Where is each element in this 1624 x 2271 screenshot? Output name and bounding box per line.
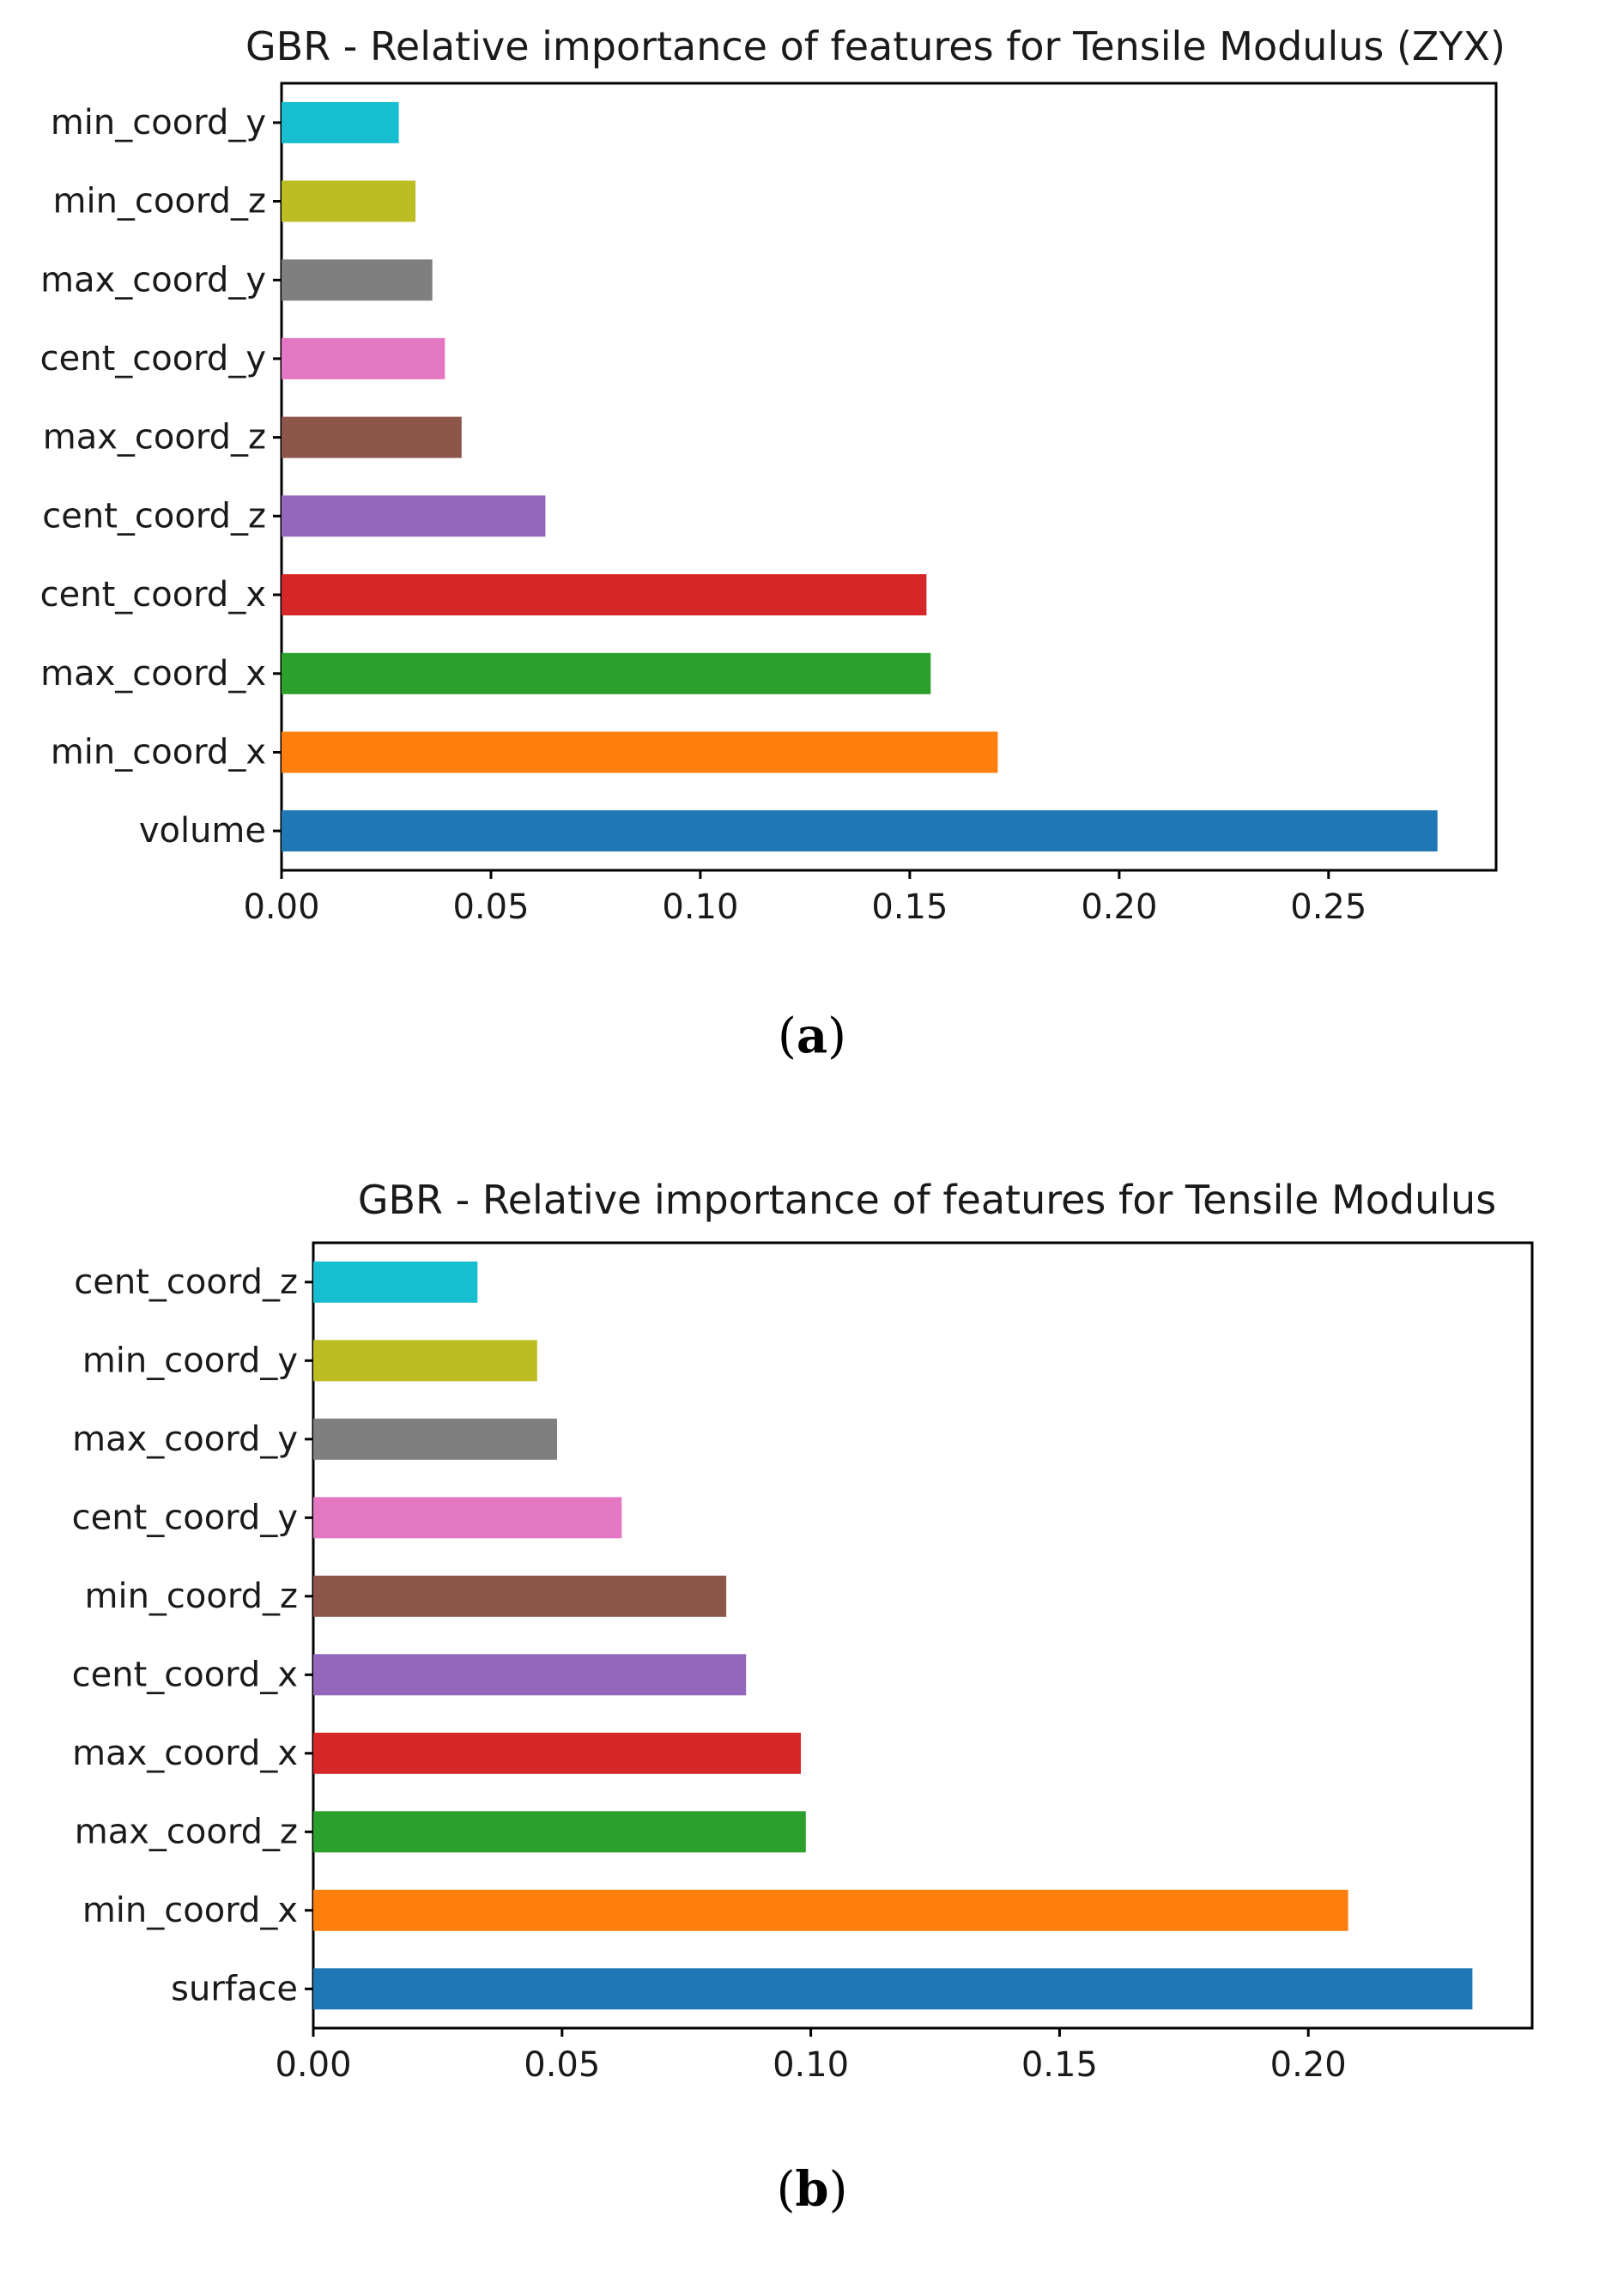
bar-a-min_coord_y — [282, 101, 399, 143]
y-tick-label-b-2: max_coord_z — [75, 1812, 298, 1851]
bar-b-cent_coord_z — [313, 1261, 478, 1303]
bar-b-min_coord_z — [313, 1575, 727, 1617]
x-tick-label-a-3: 0.15 — [871, 887, 948, 927]
chart-title-a: GBR - Relative importance of features fo… — [245, 23, 1506, 70]
plot-frame-a — [280, 82, 1498, 872]
bar-a-cent_coord_x — [282, 574, 927, 615]
panel-label-a: (a) — [778, 1008, 846, 1064]
y-tick-label-b-7: max_coord_y — [72, 1420, 298, 1459]
x-tick-label-b-3: 0.15 — [1021, 2045, 1098, 2085]
y-tick-label-a-7: max_coord_y — [40, 260, 266, 300]
bar-b-cent_coord_x — [313, 1654, 747, 1696]
y-tick-labels-b: surface min_coord_x max_coord_z max_coord_x… — [72, 1263, 313, 2008]
x-tick-label-b-2: 0.10 — [773, 2045, 849, 2085]
bar-b-min_coord_x — [313, 1889, 1348, 1931]
plot-frame-b — [312, 1241, 1534, 2030]
y-tick-label-a-0: volume — [139, 811, 266, 851]
bar-a-volume — [282, 810, 1438, 852]
y-tick-label-a-3: cent_coord_x — [40, 575, 266, 615]
y-tick-label-b-4: cent_coord_x — [72, 1655, 298, 1694]
y-tick-label-b-6: cent_coord_y — [72, 1498, 298, 1537]
y-tick-label-b-3: max_coord_x — [72, 1734, 298, 1773]
y-tick-label-a-5: max_coord_z — [43, 418, 266, 457]
x-tick-label-a-4: 0.20 — [1081, 887, 1157, 927]
x-ticks-a: 0.00 0.05 0.10 0.15 0.20 0.25 — [243, 870, 1366, 927]
bar-b-cent_coord_y — [313, 1497, 622, 1539]
x-tick-label-a-5: 0.25 — [1290, 887, 1366, 927]
x-tick-label-a-1: 0.05 — [452, 887, 529, 927]
bar-b-max_coord_x — [313, 1732, 801, 1774]
y-tick-label-a-6: cent_coord_y — [40, 339, 266, 378]
y-tick-label-b-1: min_coord_x — [82, 1891, 298, 1930]
y-tick-label-a-2: max_coord_x — [40, 654, 266, 693]
panel-label-letter-b: b — [795, 2161, 828, 2218]
y-tick-label-b-9: cent_coord_z — [74, 1263, 298, 1302]
bar-b-min_coord_y — [313, 1340, 537, 1382]
x-tick-label-a-2: 0.10 — [662, 887, 738, 927]
bar-a-cent_coord_z — [282, 495, 546, 537]
x-tick-label-b-4: 0.20 — [1270, 2045, 1347, 2085]
bar-group-a — [282, 101, 1438, 852]
chart-panel-b: GBR - Relative importance of features fo… — [72, 1177, 1534, 2218]
bar-b-max_coord_y — [313, 1418, 557, 1460]
x-tick-label-b-1: 0.05 — [524, 2045, 600, 2085]
bar-a-min_coord_z — [282, 180, 416, 222]
bar-b-surface — [313, 1968, 1473, 2010]
y-tick-label-a-9: min_coord_y — [51, 103, 266, 142]
y-tick-labels-a: volume min_coord_x max_coord_x cent_coord_x… — [40, 103, 282, 851]
y-tick-label-a-4: cent_coord_z — [42, 496, 266, 536]
chart-panel-a: GBR - Relative importance of features fo… — [40, 23, 1506, 1064]
bar-a-cent_coord_y — [282, 337, 445, 379]
y-tick-label-a-8: min_coord_z — [53, 182, 267, 221]
bar-group-b — [313, 1261, 1473, 2010]
bar-a-max_coord_y — [282, 259, 433, 301]
bar-a-min_coord_x — [282, 731, 998, 773]
chart-title-b: GBR - Relative importance of features fo… — [358, 1177, 1496, 1223]
y-tick-label-a-1: min_coord_x — [51, 733, 266, 772]
x-tick-label-b-0: 0.00 — [275, 2045, 351, 2085]
x-ticks-b: 0.00 0.05 0.10 0.15 0.20 — [275, 2028, 1347, 2085]
bar-a-max_coord_x — [282, 652, 931, 694]
bar-a-max_coord_z — [282, 416, 462, 458]
y-tick-label-b-5: min_coord_z — [85, 1577, 299, 1616]
x-tick-label-a-0: 0.00 — [243, 887, 319, 927]
y-tick-label-b-8: min_coord_y — [82, 1341, 298, 1380]
panel-label-b: (b) — [777, 2161, 848, 2218]
bar-b-max_coord_z — [313, 1811, 806, 1853]
panel-label-letter-a: a — [797, 1008, 827, 1064]
y-tick-label-b-0: surface — [171, 1969, 298, 2008]
